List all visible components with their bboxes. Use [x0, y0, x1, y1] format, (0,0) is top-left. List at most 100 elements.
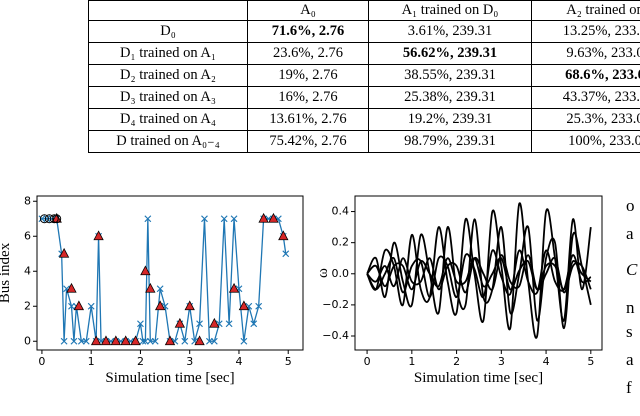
x-tick-label: 5	[285, 355, 292, 368]
marker-x	[205, 337, 213, 345]
marker-triangle	[140, 265, 151, 276]
row: D₄ trained on A₄ 13.61%, 2.76 19.2%, 239.3…	[88, 108, 640, 131]
y-tick-label: 8	[24, 194, 31, 207]
marker-circle	[39, 214, 49, 224]
marker-triangle	[278, 230, 289, 241]
marker-triangle	[184, 300, 195, 311]
marker-triangle	[110, 335, 121, 346]
x-tick-label: 2	[453, 355, 460, 368]
marker-triangle	[228, 282, 240, 293]
marker-x	[144, 215, 152, 223]
line	[366, 249, 592, 299]
cell: 71.6%, 2.76	[247, 20, 369, 43]
y-axis-label: ω	[315, 268, 331, 278]
marker-x	[196, 320, 203, 328]
row: D₁ trained on A₁ 23.6%, 2.76 56.62%, 239.3…	[88, 42, 640, 65]
marker-x	[139, 337, 147, 345]
cell: 13.25%, 233.0	[531, 20, 640, 43]
x-axis-label: Simulation time [sec]	[414, 370, 543, 386]
y-tick-label: 4	[24, 264, 31, 277]
x-tick-label: 3	[186, 355, 193, 368]
marker-triangle	[194, 335, 205, 346]
table: A₀ A₁ trained on D₀ A₂ trained on D₀ 71.6…	[88, 0, 640, 153]
marker-x	[201, 215, 208, 223]
marker-triangle	[154, 300, 166, 311]
marker-circle	[49, 214, 59, 224]
marker-x	[151, 337, 159, 345]
axes-frame	[354, 195, 603, 351]
marker-x	[210, 337, 218, 345]
marker-x	[282, 250, 290, 258]
marker-triangle	[120, 335, 131, 346]
y-axis-label: Bus index	[0, 242, 13, 303]
marker-x	[82, 337, 90, 345]
marker-x	[255, 302, 263, 310]
marker-x	[240, 337, 248, 345]
cell: D₁ trained on A₁	[88, 42, 248, 65]
cell: 38.55%, 239.31	[368, 64, 532, 87]
x-tick-label: 1	[88, 355, 95, 368]
marker-x	[225, 320, 233, 328]
marker-triangle	[58, 247, 70, 258]
axes-frame	[36, 195, 304, 351]
marker-triangle	[90, 335, 102, 346]
marker-x	[146, 337, 154, 345]
marker-triangle	[268, 212, 279, 223]
marker-triangle	[174, 317, 186, 328]
side-text: C	[626, 260, 638, 279]
cell: 98.79%, 239.31	[368, 130, 532, 153]
y-tick-label: 0.2	[332, 236, 350, 249]
marker-x	[87, 302, 95, 310]
marker-x	[77, 337, 85, 345]
marker-x	[38, 215, 46, 223]
marker-x	[60, 337, 68, 345]
x-tick-label: 2	[137, 355, 144, 368]
marker-circle	[52, 214, 62, 224]
cell: 43.37%, 233.0	[531, 86, 640, 109]
side-text: a	[626, 224, 634, 243]
cell: 100%, 233.0	[531, 130, 640, 153]
marker-triangle	[73, 300, 85, 311]
marker-triangle	[145, 282, 156, 293]
side-text: f	[626, 378, 632, 397]
marker-triangle	[100, 335, 112, 346]
side-text: n	[626, 298, 635, 317]
marker-x	[230, 215, 238, 223]
line	[366, 257, 592, 291]
marker-x	[156, 285, 164, 293]
y-tick-label: 0	[24, 334, 31, 347]
marker-x	[220, 215, 228, 223]
marker-triangle	[238, 300, 250, 311]
marker-x	[70, 337, 78, 345]
x-axis-label: Simulation time [sec]	[105, 370, 234, 386]
marker-triangle	[66, 282, 77, 293]
cell: 75.42%, 2.76	[247, 130, 369, 153]
y-tick-label: 0.4	[332, 205, 350, 218]
x-tick-label: 3	[498, 355, 505, 368]
y-tick-label: −0.2	[322, 298, 349, 311]
line	[366, 218, 592, 330]
cell: D₂ trained on A₂	[88, 64, 248, 87]
marker-x	[250, 320, 258, 328]
cell: 68.6%, 233.0	[531, 64, 640, 87]
marker-triangle	[164, 335, 176, 346]
y-tick-label: 0.0	[332, 267, 350, 280]
side-text: s	[626, 322, 633, 341]
y-tick-label: 6	[24, 229, 31, 242]
header-row: A₀ A₁ trained on D₀ A₂ trained on	[88, 0, 640, 21]
x-tick-label: 0	[38, 355, 45, 368]
cell: 23.6%, 2.76	[247, 42, 369, 65]
y-tick-label: −0.4	[322, 329, 349, 342]
plot-area	[366, 202, 592, 339]
marker-triangle	[93, 230, 104, 241]
marker-x	[68, 302, 75, 310]
x-tick-label: 0	[364, 355, 371, 368]
marker-x	[181, 337, 189, 345]
line	[366, 254, 592, 294]
line	[41, 218, 287, 342]
row: D₂ trained on A₂ 19%, 2.76 38.55%, 239.31 6…	[88, 64, 640, 87]
row: D₃ trained on A₃ 16%, 2.76 25.38%, 239.31 4…	[88, 86, 640, 109]
marker-x	[141, 337, 149, 345]
